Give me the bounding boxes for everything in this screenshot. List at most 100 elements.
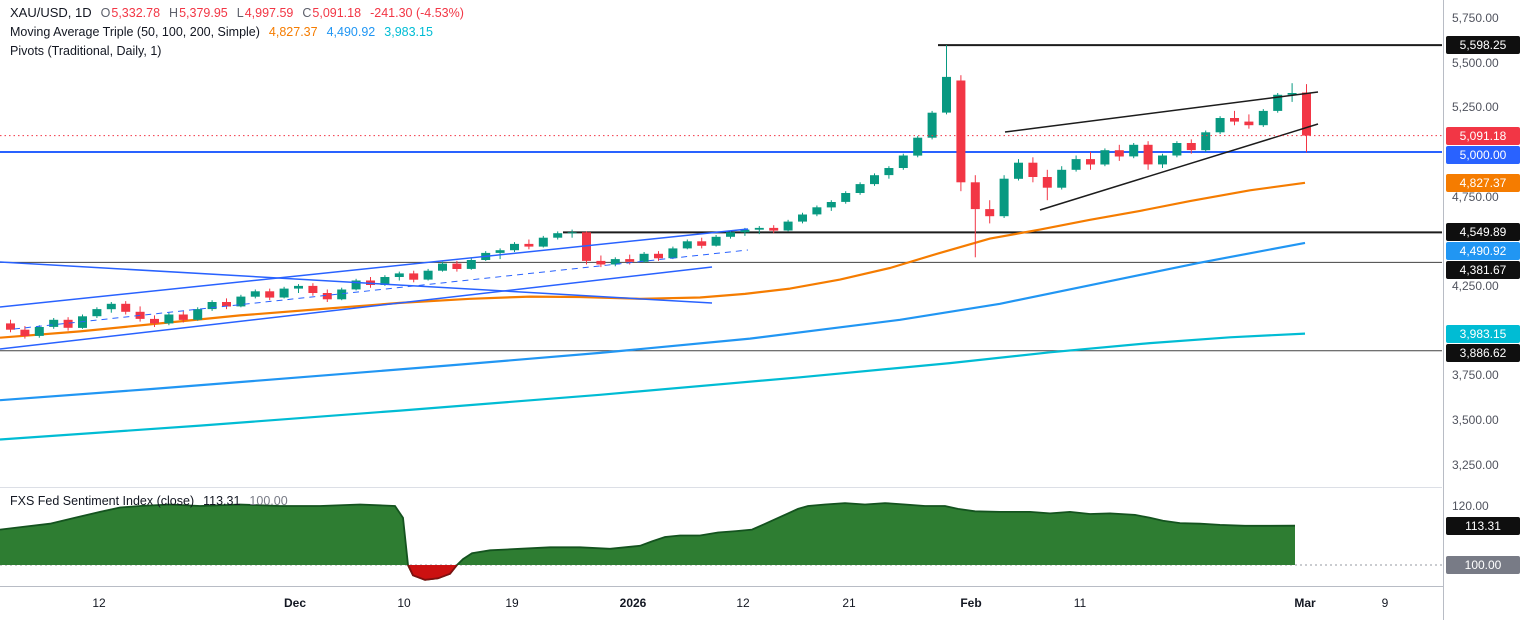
ma-indicator-row: Moving Average Triple (50, 100, 200, Sim… [10, 25, 464, 39]
candle-body [1071, 159, 1081, 170]
descending-trendline[interactable] [0, 261, 713, 304]
candle-body [1258, 110, 1268, 126]
low-value: 4,997.59 [244, 6, 294, 20]
low-label: L [236, 6, 244, 20]
candle-body [106, 303, 116, 310]
candle-body [841, 193, 851, 202]
candle-body [654, 253, 663, 259]
candle-body [1114, 150, 1124, 157]
pivots-indicator-title[interactable]: Pivots (Traditional, Daily, 1) [10, 44, 162, 58]
candle-body [769, 227, 779, 231]
sentiment-baseline-value: 100.00 [249, 494, 288, 508]
candle-body [6, 323, 15, 330]
candles [6, 45, 1311, 339]
time-tick-label: 12 [736, 596, 750, 610]
candle-body [466, 260, 476, 269]
sentiment-legend: FXS Fed Sentiment Index (close) 113.31 1… [10, 494, 288, 513]
price-tick-label: 5,750.00 [1452, 11, 1499, 25]
candle-body [1086, 159, 1095, 165]
candle-body [726, 232, 735, 237]
price-badge: 5,091.18 [1446, 126, 1520, 145]
candle-body [207, 302, 217, 310]
high-value: 5,379.95 [179, 6, 228, 20]
candle-body [495, 250, 505, 253]
close-label: C [302, 6, 312, 20]
time-tick-label: 10 [397, 596, 411, 610]
pane-separator[interactable] [0, 487, 1442, 488]
channel-bottom-trendline[interactable] [0, 266, 713, 350]
sentiment-pane-canvas[interactable] [0, 488, 1442, 585]
candle-body [567, 232, 577, 234]
candle-body [783, 221, 793, 231]
symbol-title[interactable]: XAU/USD, 1D [10, 5, 92, 20]
time-tick-label: 12 [92, 596, 106, 610]
main-price-chart-canvas[interactable] [0, 0, 1442, 487]
price-badge: 3,886.62 [1446, 343, 1520, 362]
time-axis[interactable]: 12 Dec 10 19 2026 12 21 Feb 11 Mar 9 [0, 586, 1536, 620]
sma-100-line [0, 241, 1306, 402]
candle-body [985, 209, 995, 217]
candle-body [1014, 162, 1023, 179]
candle-body [308, 285, 318, 293]
candle-body [898, 155, 908, 168]
time-tick-label: 11 [1073, 596, 1087, 610]
candle-body [121, 303, 131, 312]
candle-body [265, 291, 275, 298]
candle-body [1028, 162, 1038, 177]
candle-body [193, 309, 203, 320]
candle-body [538, 237, 548, 247]
candle-body [351, 280, 361, 290]
candle-body [1172, 143, 1182, 156]
candle-body [740, 229, 750, 233]
wedge-bottom-trendline[interactable] [1039, 123, 1319, 211]
price-axis[interactable]: 5,750.00 5,500.00 5,250.00 4,750.00 4,250.00… [1443, 0, 1536, 620]
ma200-value: 3,983.15 [384, 25, 433, 39]
symbol-row: XAU/USD, 1D O5,332.78 H5,379.95 L4,997.5… [10, 5, 464, 20]
time-tick-label: Feb [960, 596, 982, 610]
sentiment-negative-area [408, 565, 457, 580]
candle-body [1287, 93, 1297, 95]
candle-body [812, 207, 822, 215]
channel-mid-trendline[interactable] [13, 249, 749, 330]
high-label: H [169, 6, 179, 20]
candle-body [49, 319, 59, 327]
candle-body [754, 227, 764, 230]
channel-top-trendline[interactable] [0, 228, 749, 308]
candle-body [63, 319, 73, 328]
candle-body [1100, 150, 1110, 165]
ma-indicator-title[interactable]: Moving Average Triple (50, 100, 200, Sim… [10, 25, 260, 39]
price-tick-label: 3,250.00 [1452, 457, 1499, 472]
candle-body [1042, 177, 1052, 188]
sentiment-badge: 113.31 [1446, 516, 1520, 535]
price-tick-label: 3,500.00 [1452, 412, 1499, 427]
candle-body [1186, 143, 1196, 151]
price-change: -241.30 (-4.53%) [370, 6, 464, 20]
sentiment-line [0, 502, 1296, 581]
ma50-value: 4,827.37 [268, 25, 318, 39]
candle-body [610, 259, 620, 265]
candle-body [682, 241, 692, 249]
price-tick-label: 4,750.00 [1452, 189, 1499, 204]
price-badge: 4,827.37 [1446, 173, 1520, 192]
sentiment-value: 113.31 [203, 494, 241, 508]
price-badge: 4,490.92 [1446, 242, 1520, 261]
time-tick-label: 19 [505, 596, 519, 610]
candle-body [826, 202, 836, 208]
candle-body [394, 273, 404, 277]
candle-body [855, 184, 865, 193]
candle-body [596, 260, 606, 265]
price-badge: 4,381.67 [1446, 261, 1520, 280]
price-tick-label: 4,250.00 [1452, 278, 1499, 293]
candle-body [999, 178, 1009, 217]
candle-body [510, 243, 519, 251]
sma-50-line [0, 181, 1306, 339]
price-tick-label: 5,250.00 [1452, 100, 1499, 115]
sentiment-indicator-title[interactable]: FXS Fed Sentiment Index (close) [10, 494, 195, 508]
sentiment-row: FXS Fed Sentiment Index (close) 113.31 1… [10, 494, 288, 508]
candle-body [625, 259, 635, 262]
candle-body [711, 236, 721, 246]
candle-body [798, 214, 807, 222]
candle-body [697, 241, 707, 246]
wedge-top-trendline[interactable] [1004, 91, 1319, 133]
